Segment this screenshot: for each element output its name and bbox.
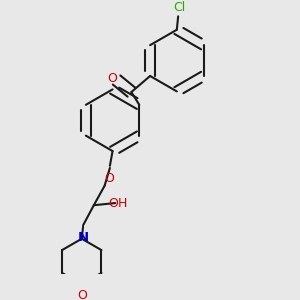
Text: O: O xyxy=(107,72,117,85)
Text: O: O xyxy=(104,172,114,185)
Text: O: O xyxy=(77,289,87,300)
Text: Cl: Cl xyxy=(173,1,186,14)
Text: O: O xyxy=(108,196,118,210)
Text: H: H xyxy=(118,196,127,210)
Text: N: N xyxy=(77,231,88,244)
